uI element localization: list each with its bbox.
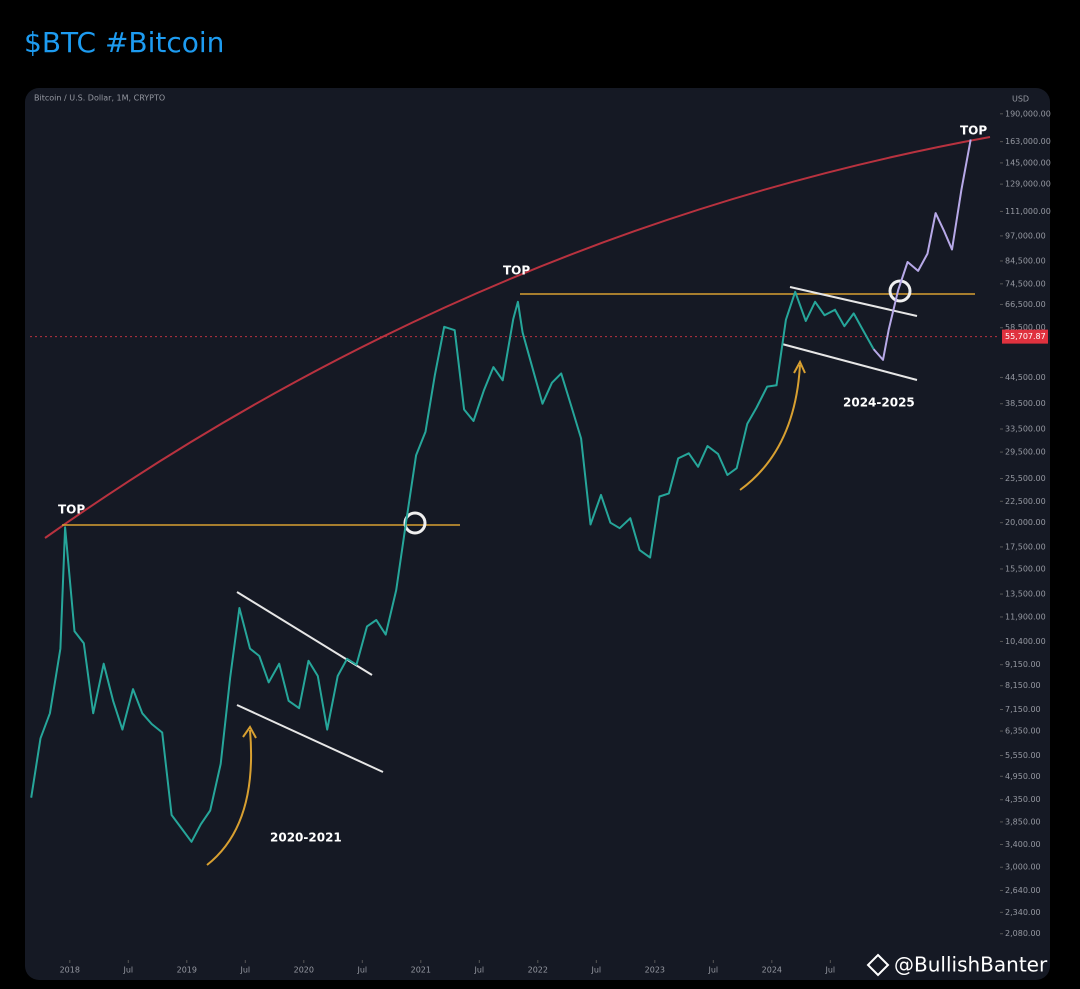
arrow — [206, 729, 253, 866]
y-tick-label: 111,000.00 — [1005, 207, 1051, 216]
watermark-text: @BullishBanter — [894, 953, 1048, 977]
y-tick-label: 2,080.00 — [1005, 929, 1041, 938]
x-tick-label: Jul — [825, 966, 836, 975]
y-tick-label: 13,500.00 — [1005, 590, 1046, 599]
y-tick-label: 6,350.00 — [1005, 727, 1041, 736]
annotation: TOP — [58, 503, 85, 517]
y-tick-label: 3,400.00 — [1005, 840, 1041, 849]
y-tick-label: 17,500.00 — [1005, 542, 1046, 551]
x-tick-label: Jul — [239, 966, 250, 975]
channel-line — [789, 286, 918, 317]
y-tick-label: 3,850.00 — [1005, 817, 1041, 826]
arrows — [206, 359, 806, 866]
x-tick-label: 2020 — [294, 966, 314, 975]
breakout-circle — [888, 279, 912, 303]
y-tick-label: 9,150.00 — [1005, 660, 1041, 669]
x-tick-label: Jul — [473, 966, 484, 975]
x-tick-label: Jul — [590, 966, 601, 975]
x-tick-label: 2021 — [411, 966, 431, 975]
current-price-box — [1002, 329, 1048, 344]
y-tick-label: 84,500.00 — [1005, 256, 1046, 265]
y-tick-label: 97,000.00 — [1005, 231, 1046, 240]
x-tick-label: Jul — [356, 966, 367, 975]
trend-curve — [44, 136, 991, 539]
channel-line — [781, 343, 918, 381]
price-line — [30, 290, 875, 843]
y-tick-label: 66,500.00 — [1005, 300, 1046, 309]
y-tick-label: 15,500.00 — [1005, 564, 1046, 573]
y-tick-label: 29,500.00 — [1005, 448, 1046, 457]
x-tick-label: 2019 — [177, 966, 197, 975]
y-tick-label: 44,500.00 — [1005, 373, 1046, 382]
x-tick-label: 2023 — [645, 966, 665, 975]
x-tick-label: 2024 — [762, 966, 782, 975]
y-tick-label: 4,350.00 — [1005, 795, 1041, 804]
y-tick-label: 5,550.00 — [1005, 751, 1041, 760]
y-tick-label: 20,000.00 — [1005, 518, 1046, 527]
y-tick-label: 8,150.00 — [1005, 681, 1041, 690]
y-tick-label: 129,000.00 — [1005, 180, 1051, 189]
x-tick-label: Jul — [708, 966, 719, 975]
watermark-icon — [866, 953, 890, 977]
current-price-label: 55,707.87 — [1005, 332, 1046, 341]
x-tick-label: Jul — [122, 966, 133, 975]
y-tick-label: 25,500.00 — [1005, 474, 1046, 483]
annotation: TOP — [960, 124, 987, 138]
y-tick-label: 163,000.00 — [1005, 137, 1051, 146]
y-tick-label: 190,000.00 — [1005, 109, 1051, 118]
y-tick-label: 145,000.00 — [1005, 158, 1051, 167]
x-tick-label: 2018 — [60, 966, 80, 975]
y-tick-label: 10,400.00 — [1005, 637, 1046, 646]
y-tick-label: 38,500.00 — [1005, 399, 1046, 408]
channel-line — [236, 704, 384, 773]
chart-subtitle: Bitcoin / U.S. Dollar, 1M, CRYPTO — [34, 94, 165, 103]
y-tick-label: 22,500.00 — [1005, 497, 1046, 506]
y-tick-label: 7,150.00 — [1005, 705, 1041, 714]
chart-panel — [25, 88, 1050, 980]
y-tick-label: 2,640.00 — [1005, 886, 1041, 895]
watermark: @BullishBanter — [866, 953, 1048, 977]
annotation: TOP — [503, 264, 530, 278]
y-tick-label: 58,500.00 — [1005, 323, 1046, 332]
y-tick-label: 11,900.00 — [1005, 612, 1046, 621]
y-tick-label: 74,500.00 — [1005, 279, 1046, 288]
post-text: $BTC #Bitcoin — [24, 26, 225, 59]
y-tick-label: 33,500.00 — [1005, 424, 1046, 433]
arrow-head — [242, 725, 257, 739]
annotation: 2024-2025 — [843, 396, 915, 410]
y-tick-label: 2,340.00 — [1005, 908, 1041, 917]
y-tick-label: 3,000.00 — [1005, 863, 1041, 872]
y-tick-label: 4,950.00 — [1005, 772, 1041, 781]
price-line — [872, 139, 972, 361]
annotation: 2020-2021 — [270, 831, 342, 845]
x-tick-label: 2022 — [528, 966, 548, 975]
arrow-head — [793, 359, 806, 374]
axis-unit: USD — [1012, 95, 1029, 104]
arrow — [739, 364, 801, 491]
